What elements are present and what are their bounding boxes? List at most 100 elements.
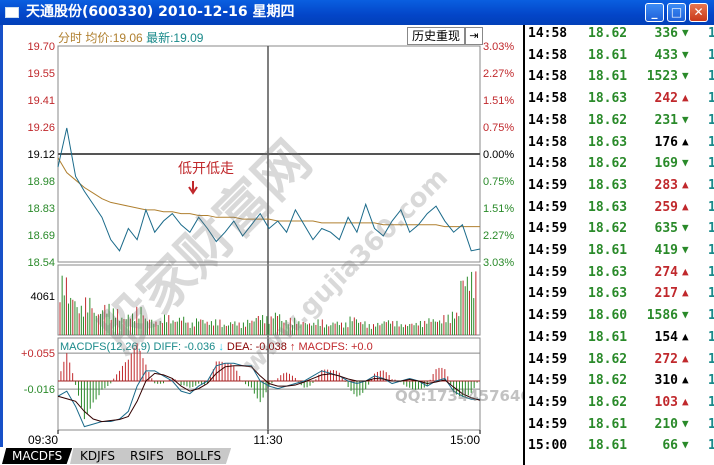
price-tick: 19.12 (27, 149, 55, 161)
app-icon (5, 7, 19, 18)
tick-volume: 259 (654, 199, 678, 215)
tick-time: 14:59 (528, 221, 568, 237)
tick-volume: 433 (654, 47, 678, 63)
tick-price: 18.62 (588, 351, 628, 367)
tick-price: 18.61 (588, 243, 628, 258)
tick-volume: 242 (654, 91, 678, 107)
close-icon: ✕ (693, 5, 704, 19)
tick-extra: 1 (708, 264, 714, 280)
macd-tick: -0.016 (24, 384, 55, 396)
tick-price: 18.61 (588, 47, 628, 63)
tick-price: 18.61 (588, 416, 628, 432)
tick-price: 18.61 (588, 329, 628, 345)
chart-header: 分时 均价:19.06 最新:19.09 (58, 29, 203, 46)
pct-tick: 2.27% (483, 68, 514, 80)
dea-line (57, 365, 481, 423)
tick-price: 18.61 (588, 438, 628, 454)
last-value: 19.09 (173, 31, 204, 45)
tick-row: 14:58 18.62 231 ▼ 1 (525, 113, 714, 135)
tick-row: 14:59 18.63 217 ▲ 1 (525, 286, 714, 308)
minimize-icon: _ (651, 5, 658, 19)
tick-volume: 310 (654, 373, 678, 389)
tab-bollfs[interactable]: BOLLFS (166, 448, 232, 464)
minimize-button[interactable]: _ (645, 3, 664, 22)
arrow-up-icon: ▲ (682, 394, 689, 408)
tick-row: 14:59 18.62 103 ▲ 1 (525, 395, 714, 417)
tick-price: 18.60 (588, 308, 628, 324)
close-button[interactable]: ✕ (689, 3, 708, 22)
tick-volume: 1586 (646, 308, 678, 324)
tick-volume: 635 (654, 221, 678, 237)
tick-time: 14:58 (528, 69, 568, 85)
price-tick: 18.69 (27, 230, 55, 242)
tick-row: 14:58 18.61 1523 ▼ 1 (525, 69, 714, 91)
tick-volume: 283 (654, 177, 678, 193)
chart-canvas: 19.70 3.03% 19.55 2.27% 19.41 1.51% 19.26 0.75%… (21, 41, 523, 447)
tick-price: 18.63 (588, 91, 628, 107)
tab-kdjfs[interactable]: KDJFS (70, 448, 125, 464)
tick-time: 14:59 (528, 394, 568, 410)
maximize-button[interactable]: □ (667, 3, 686, 22)
tick-price: 18.62 (588, 26, 628, 41)
time-tick: 11:30 (253, 433, 282, 447)
tick-volume: 419 (654, 243, 678, 258)
avg-value: 19.06 (112, 31, 143, 45)
tick-volume: 169 (654, 156, 678, 172)
arrow-up-icon: ▲ (682, 286, 689, 300)
tab-macdfs[interactable]: MACDFS (2, 448, 73, 464)
tick-price: 18.63 (588, 177, 628, 193)
tick-time: 14:59 (528, 329, 568, 345)
tick-row: 14:58 18.63 242 ▲ 1 (525, 91, 714, 113)
tick-extra: 1 (708, 438, 714, 454)
tick-time: 14:59 (528, 286, 568, 302)
tick-volume: 66 (662, 438, 678, 454)
intraday-chart[interactable]: 分时 均价:19.06 最新:19.09 历史重现 ⇥ 19.70 3.03% 19… (0, 25, 523, 447)
arrow-down-icon: ▼ (682, 69, 689, 83)
mode-label: 分时 (58, 31, 83, 45)
last-label: 最新: (146, 31, 174, 45)
price-tick: 18.83 (27, 203, 55, 215)
tick-time: 14:58 (528, 134, 568, 150)
tick-extra: 1 (708, 156, 714, 172)
arrow-down-icon: ▼ (682, 243, 689, 256)
time-tick: 09:30 (28, 433, 58, 447)
tick-time: 14:58 (528, 26, 568, 41)
tick-time: 14:59 (528, 373, 568, 389)
tick-volume: 154 (654, 329, 678, 345)
tick-time: 14:59 (528, 177, 568, 193)
tick-row: 14:59 18.63 283 ▲ 1 (525, 178, 714, 200)
price-tick: 18.98 (27, 176, 55, 188)
tick-extra: 1 (708, 416, 714, 432)
tick-volume: 274 (654, 264, 678, 280)
history-replay-button[interactable]: 历史重现 (407, 27, 465, 45)
arrow-down-icon: ▼ (682, 112, 689, 126)
maximize-icon: □ (670, 5, 683, 19)
title-bar: 天通股份(600330) 2010-12-16 星期四 _ □ ✕ (0, 0, 714, 25)
arrow-up-icon: ▲ (682, 91, 689, 105)
arrow-up-icon: ▲ (682, 329, 689, 343)
tick-extra: 1 (708, 112, 714, 128)
tick-price: 18.62 (588, 221, 628, 237)
tick-price: 18.62 (588, 373, 628, 389)
tick-row: 14:58 18.62 336 ▼ 1 (525, 26, 714, 48)
arrow-down-icon: ▼ (682, 156, 689, 170)
pct-tick: 0.00% (483, 149, 514, 161)
tick-list[interactable]: 14:58 18.62 336 ▼ 1 14:58 18.61 433 ▼ 1 14:58 18.61… (523, 25, 714, 465)
pct-tick: 0.75% (483, 176, 514, 188)
diff-line (57, 362, 480, 428)
tick-row: 14:59 18.61 210 ▼ 1 (525, 417, 714, 439)
arrow-up-icon: ▲ (682, 199, 689, 213)
jump-end-button[interactable]: ⇥ (465, 27, 483, 45)
tab-rsifs[interactable]: RSIFS (120, 448, 174, 464)
price-tick: 19.55 (27, 68, 55, 80)
tick-row: 14:59 18.60 1586 ▼ 1 (525, 308, 714, 330)
tick-extra: 1 (708, 329, 714, 345)
tick-extra: 1 (708, 91, 714, 107)
tick-time: 14:58 (528, 156, 568, 172)
tick-row: 14:59 18.63 274 ▲ 1 (525, 265, 714, 287)
watermark-qq: QQ:1734457646 (395, 387, 523, 405)
price-tick: 18.54 (27, 257, 55, 269)
average-price-line (57, 157, 480, 228)
tick-row: 14:59 18.61 419 ▼ 1 (525, 243, 714, 265)
tick-row: 14:59 18.62 310 ▲ 1 (525, 373, 714, 395)
